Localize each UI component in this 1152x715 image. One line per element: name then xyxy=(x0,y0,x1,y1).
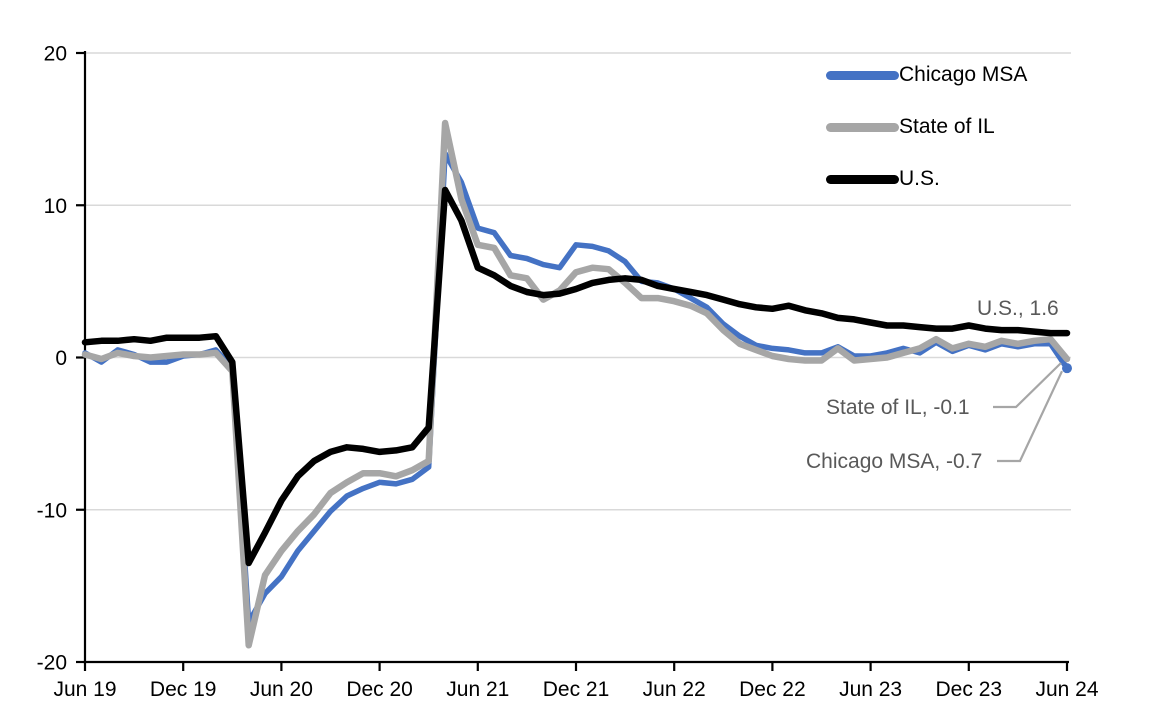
y-tick-label: -20 xyxy=(37,652,67,675)
y-tick-label: 20 xyxy=(44,43,67,66)
legend-label-state-of-il: State of IL xyxy=(899,115,995,138)
y-tick-label: -10 xyxy=(37,499,67,522)
annotation-chicago-end-value: Chicago MSA, -0.7 xyxy=(806,450,983,473)
annotation-us-end-value: U.S., 1.6 xyxy=(977,297,1059,320)
y-tick-label: 0 xyxy=(55,347,67,370)
x-tick-label: Jun 24 xyxy=(1035,678,1098,701)
x-tick-label: Dec 22 xyxy=(739,678,806,701)
x-tick-label: Jun 21 xyxy=(446,678,509,701)
x-tick-label: Dec 23 xyxy=(936,678,1003,701)
legend-item-state-of-il: State of IL xyxy=(826,115,1027,139)
us-swatch-icon xyxy=(826,174,899,184)
legend: Chicago MSA State of IL U.S. xyxy=(826,63,1027,191)
legend-label-us: U.S. xyxy=(899,167,940,190)
x-tick-label: Dec 21 xyxy=(543,678,610,701)
legend-label-chicago-msa: Chicago MSA xyxy=(899,63,1028,86)
x-tick-label: Jun 23 xyxy=(839,678,902,701)
series-end-marker xyxy=(1062,363,1072,374)
series-line-u-s- xyxy=(81,186,1071,567)
x-tick-label: Dec 20 xyxy=(346,678,413,701)
leader-line-chicago-msa xyxy=(997,370,1063,463)
x-tick-label: Dec 19 xyxy=(150,678,217,701)
annotation-il-end-value: State of IL, -0.1 xyxy=(826,396,970,419)
leader-line-state-of-il xyxy=(993,362,1062,409)
y-tick-label: 10 xyxy=(44,195,67,218)
x-tick-label: Jun 22 xyxy=(643,678,706,701)
x-tick-label: Jun 19 xyxy=(53,678,116,701)
chicago-msa-swatch-icon xyxy=(826,70,899,80)
legend-item-us: U.S. xyxy=(826,167,1027,191)
series-line-state-of-il xyxy=(81,119,1071,649)
x-tick-label: Jun 20 xyxy=(250,678,313,701)
legend-item-chicago-msa: Chicago MSA xyxy=(826,63,1027,87)
state-of-il-swatch-icon xyxy=(826,122,899,132)
